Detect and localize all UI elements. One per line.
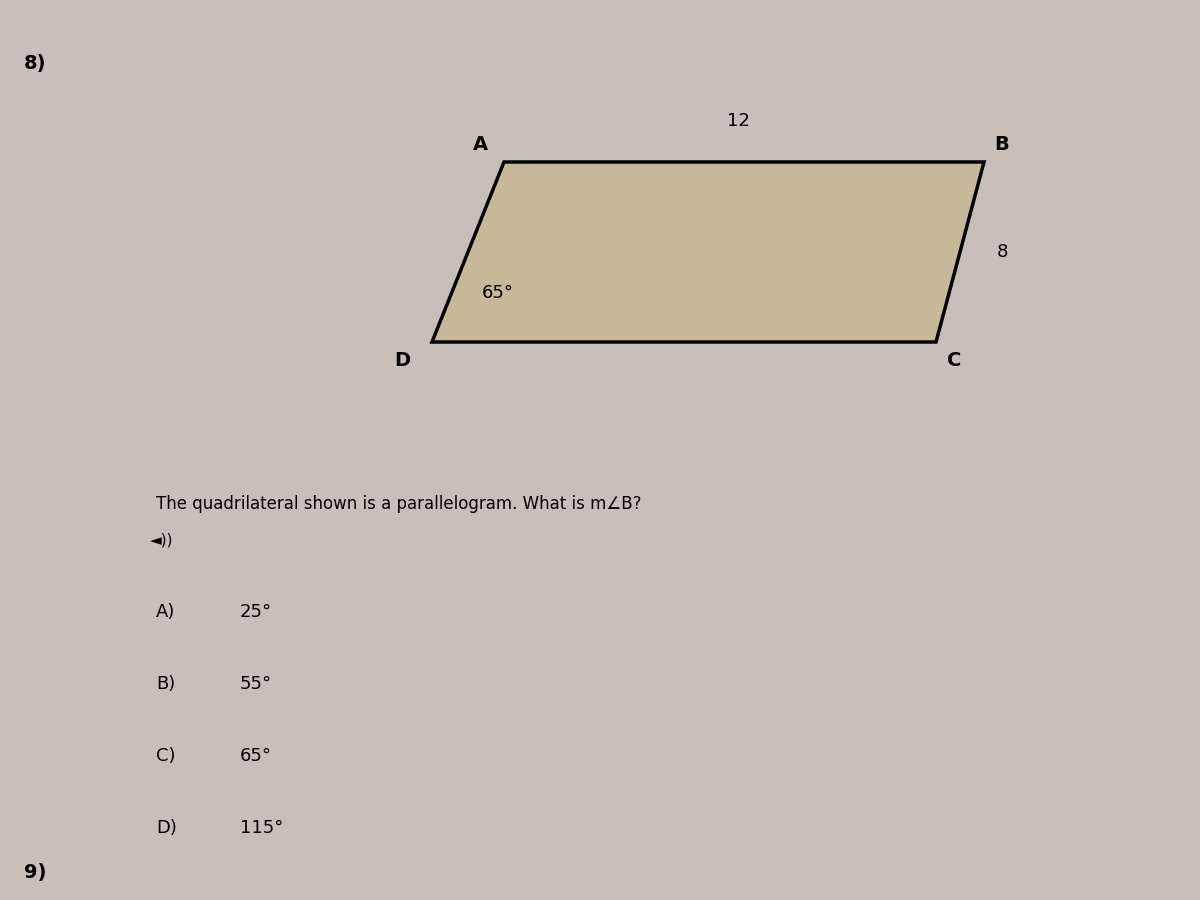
Text: The quadrilateral shown is a parallelogram. What is m∠B?: The quadrilateral shown is a parallelogr… — [156, 495, 642, 513]
Text: 12: 12 — [726, 112, 750, 130]
Text: B: B — [995, 134, 1009, 154]
Text: C: C — [947, 350, 961, 370]
Text: ◄)): ◄)) — [150, 533, 174, 547]
Text: 8): 8) — [24, 54, 47, 73]
Text: D): D) — [156, 819, 176, 837]
Text: 65°: 65° — [482, 284, 514, 302]
Text: A): A) — [156, 603, 175, 621]
Text: 65°: 65° — [240, 747, 272, 765]
Text: C): C) — [156, 747, 175, 765]
Text: B): B) — [156, 675, 175, 693]
Text: 8: 8 — [996, 243, 1008, 261]
Text: 25°: 25° — [240, 603, 272, 621]
Text: 9): 9) — [24, 863, 47, 882]
Text: A: A — [473, 134, 487, 154]
Polygon shape — [432, 162, 984, 342]
Text: 115°: 115° — [240, 819, 283, 837]
Text: 55°: 55° — [240, 675, 272, 693]
Text: D: D — [394, 350, 410, 370]
